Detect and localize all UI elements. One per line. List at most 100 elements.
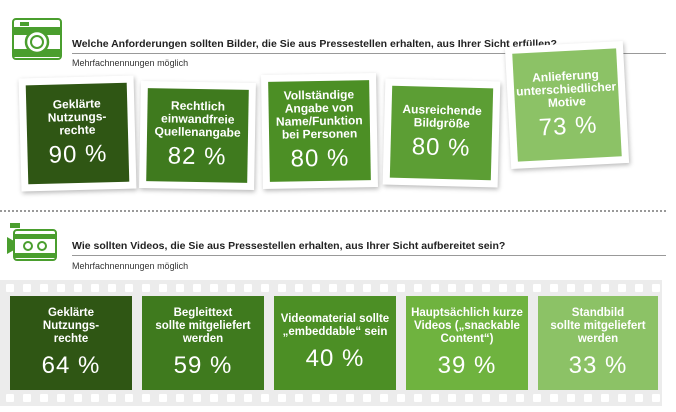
- film-sprocket-hole: [618, 394, 626, 402]
- film-sprocket-hole: [635, 394, 643, 402]
- photos-divider: [72, 53, 666, 54]
- film-sprocket-hole: [414, 394, 422, 402]
- photo-card-label: Ausreichende Bildgröße: [402, 101, 482, 131]
- film-sprocket-hole: [499, 284, 507, 292]
- film-sprocket-hole: [448, 284, 456, 292]
- film-sprocket-hole: [40, 284, 48, 292]
- photos-note: Mehrfachnennungen möglich: [72, 58, 189, 68]
- film-frame: Standbild sollte mitgeliefert werden 33 …: [538, 296, 658, 390]
- film-sprocket-hole: [210, 284, 218, 292]
- film-sprocket-hole: [91, 284, 99, 292]
- film-frame: Begleittext sollte mitgeliefert werden 5…: [142, 296, 264, 390]
- film-sprocket-hole: [567, 284, 575, 292]
- film-frame-label: Standbild sollte mitgeliefert werden: [550, 306, 646, 345]
- film-frame-value: 64 %: [41, 351, 101, 379]
- film-sprocket-hole: [431, 284, 439, 292]
- film-sprocket-hole: [652, 394, 660, 402]
- film-sprocket-hole: [465, 284, 473, 292]
- film-sprocket-hole: [601, 284, 609, 292]
- film-sprocket-hole: [380, 394, 388, 402]
- photos-question: Welche Anforderungen sollten Bilder, die…: [72, 38, 557, 50]
- film-sprocket-hole: [74, 284, 82, 292]
- film-sprocket-hole: [176, 284, 184, 292]
- film-sprocket-hole: [278, 394, 286, 402]
- film-sprocket-hole: [312, 394, 320, 402]
- photo-card: Rechtlich einwandfreie Quellenangabe 82 …: [139, 81, 256, 190]
- film-sprocket-hole: [108, 394, 116, 402]
- film-sprocket-hole: [516, 284, 524, 292]
- film-sprocket-hole: [380, 284, 388, 292]
- film-sprocket-hole: [550, 394, 558, 402]
- film-frame-label: Videomaterial sollte „embeddable“ sein: [280, 313, 390, 338]
- film-sprocket-hole: [142, 284, 150, 292]
- film-sprocket-hole: [23, 394, 31, 402]
- film-sprocket-hole: [346, 284, 354, 292]
- section-separator: [0, 210, 666, 212]
- film-sprocket-hole: [6, 284, 14, 292]
- photo-card-label: Anlieferung unterschiedlicher Motive: [515, 66, 617, 110]
- film-sprocket-hole: [550, 284, 558, 292]
- film-sprocket-hole: [159, 394, 167, 402]
- film-sprocket-hole: [567, 394, 575, 402]
- film-sprocket-hole: [295, 284, 303, 292]
- video-camera-icon: [6, 222, 64, 269]
- film-frame-label: Geklärte Nutzungs- rechte: [42, 306, 100, 345]
- film-sprocket-hole: [244, 394, 252, 402]
- film-frame-value: 59 %: [173, 351, 233, 379]
- film-frame-label: Begleittext sollte mitgeliefert werden: [155, 306, 251, 345]
- film-frame: Videomaterial sollte „embeddable“ sein 4…: [274, 296, 396, 390]
- film-sprocket-hole: [40, 394, 48, 402]
- videos-question: Wie sollten Videos, die Sie aus Pressest…: [72, 240, 506, 252]
- film-sprocket-hole: [227, 394, 235, 402]
- film-sprocket-hole: [397, 394, 405, 402]
- film-sprocket-hole: [465, 394, 473, 402]
- photo-card: Vollständige Angabe von Name/Funktion be…: [261, 73, 378, 189]
- film-sprocket-hole: [635, 284, 643, 292]
- photo-card-value: 82 %: [167, 142, 227, 171]
- photo-card: Geklärte Nutzungs- rechte 90 %: [18, 75, 137, 192]
- film-sprocket-hole: [618, 284, 626, 292]
- photo-card: Anlieferung unterschiedlicher Motive 73 …: [504, 40, 630, 170]
- film-sprocket-hole: [261, 284, 269, 292]
- film-sprocket-hole: [108, 284, 116, 292]
- photo-card-label: Geklärte Nutzungs- rechte: [47, 96, 107, 138]
- film-sprocket-hole: [482, 394, 490, 402]
- film-sprocket-hole: [329, 394, 337, 402]
- film-sprocket-hole: [346, 394, 354, 402]
- film-sprocket-hole: [363, 394, 371, 402]
- film-sprocket-hole: [533, 284, 541, 292]
- film-sprocket-hole: [23, 284, 31, 292]
- film-sprocket-hole: [482, 284, 490, 292]
- film-sprocket-hole: [584, 284, 592, 292]
- film-frame-value: 39 %: [437, 351, 497, 379]
- film-sprocket-hole: [244, 284, 252, 292]
- photo-card: Ausreichende Bildgröße 80 %: [382, 78, 501, 188]
- film-sprocket-hole: [431, 394, 439, 402]
- film-sprocket-hole: [176, 394, 184, 402]
- film-frame-label: Hauptsächlich kurze Videos („snackable C…: [411, 306, 523, 345]
- film-frame-value: 33 %: [568, 351, 628, 379]
- film-sprocket-hole: [6, 394, 14, 402]
- film-sprocket-hole: [329, 284, 337, 292]
- film-sprocket-hole: [278, 284, 286, 292]
- film-sprocket-hole: [193, 394, 201, 402]
- photo-card-value: 73 %: [538, 110, 599, 141]
- film-frame: Hauptsächlich kurze Videos („snackable C…: [406, 296, 528, 390]
- photo-card-value: 80 %: [290, 144, 350, 173]
- videos-divider: [72, 255, 666, 256]
- film-sprocket-hole: [227, 284, 235, 292]
- film-sprocket-hole: [57, 394, 65, 402]
- film-sprocket-hole: [516, 394, 524, 402]
- film-sprocket-hole: [193, 284, 201, 292]
- camera-icon: [12, 18, 62, 65]
- photo-card-label: Rechtlich einwandfreie Quellenangabe: [154, 98, 241, 140]
- film-sprocket-hole: [499, 394, 507, 402]
- film-sprocket-hole: [397, 284, 405, 292]
- film-frame-value: 40 %: [305, 345, 365, 372]
- film-sprocket-hole: [125, 394, 133, 402]
- film-sprocket-hole: [261, 394, 269, 402]
- videos-note: Mehrfachnennungen möglich: [72, 261, 189, 271]
- film-sprocket-hole: [448, 394, 456, 402]
- film-sprocket-hole: [159, 284, 167, 292]
- film-sprocket-hole: [312, 284, 320, 292]
